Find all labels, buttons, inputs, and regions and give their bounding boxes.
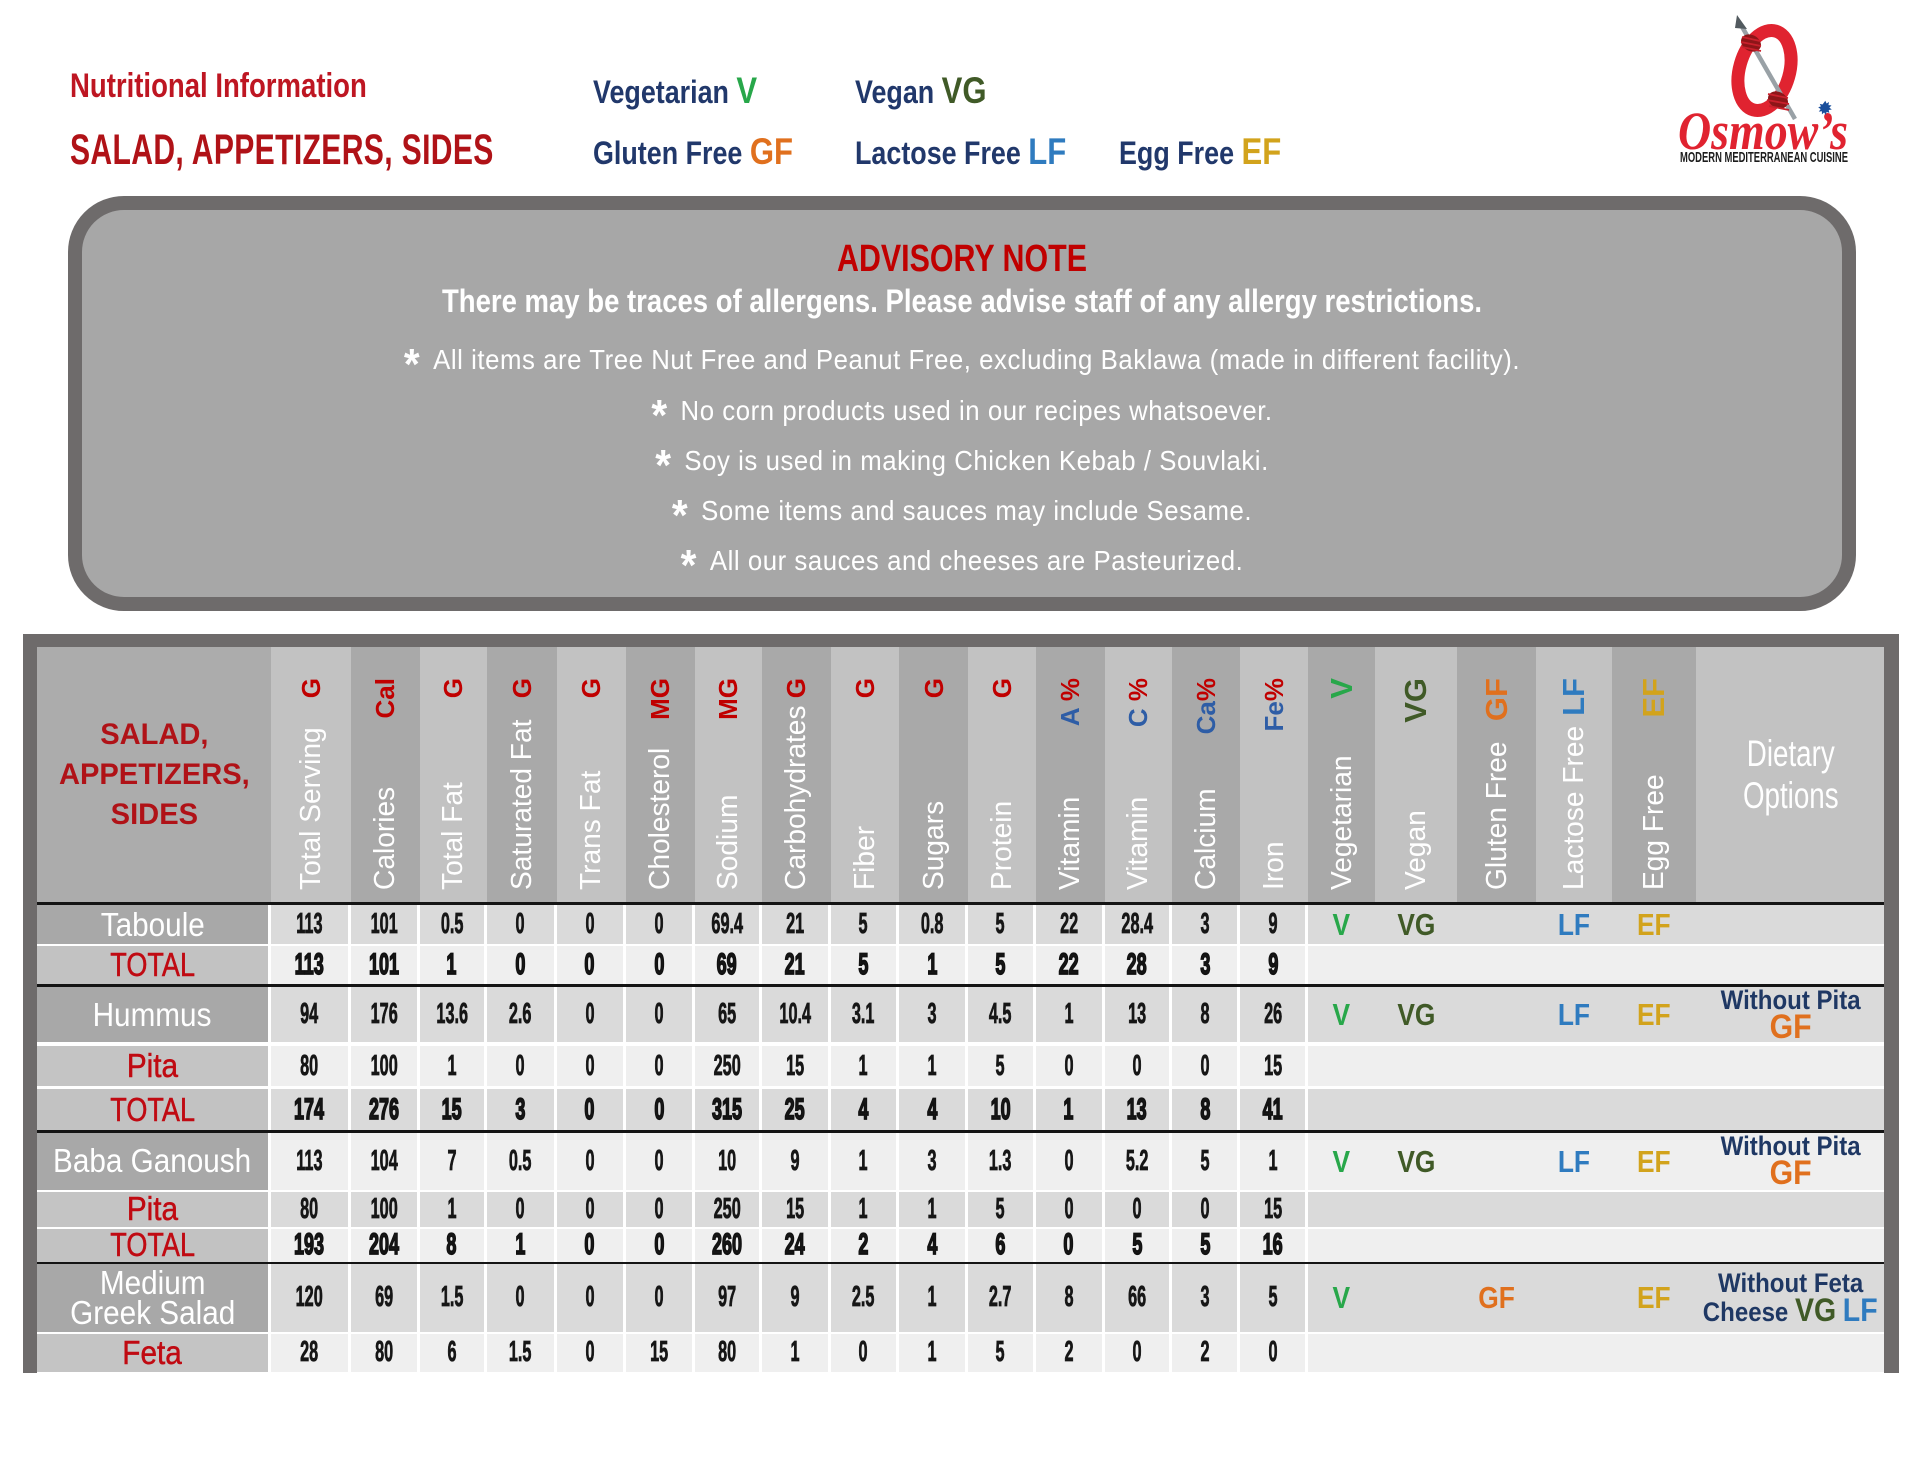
svg-text:MODERN MEDITERRANEAN CUISINE: MODERN MEDITERRANEAN CUISINE bbox=[1680, 150, 1848, 166]
